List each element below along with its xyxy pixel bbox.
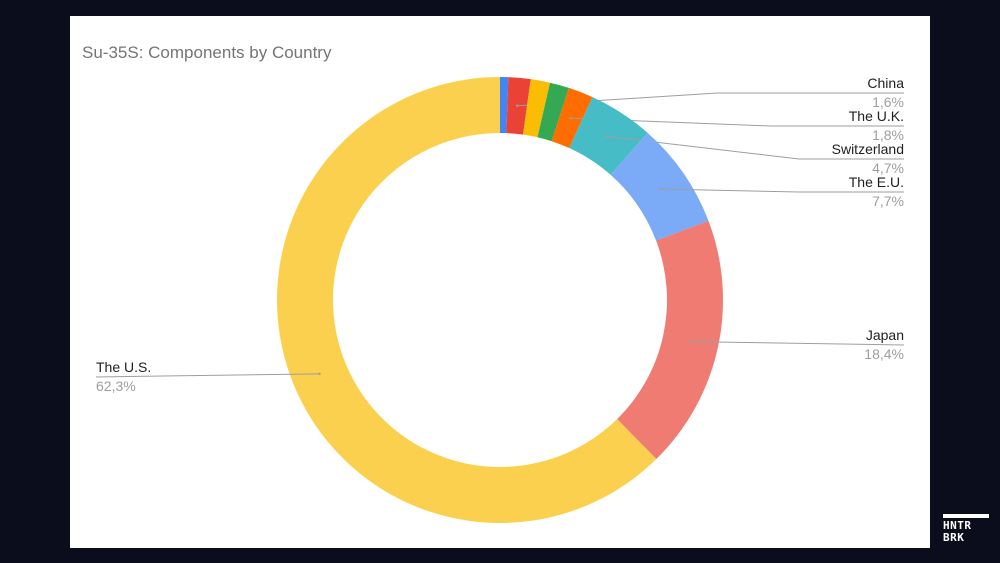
slice-japan [617,220,723,460]
slice-switzerland [569,97,648,175]
slice-unlabeled-2 [523,79,551,138]
brand-logo: HNTR BRK [943,514,989,544]
slice-label: The U.K. [849,108,904,124]
chart-card: Su-35S: Components by Country China 1,6% T… [70,16,930,548]
slice-label: Japan [866,327,904,343]
slice-percent: 62,3% [96,378,136,394]
leader-line [570,117,904,127]
leader-dot [515,104,519,107]
slice-percent: 1,8% [872,127,904,143]
slice-label: The E.U. [849,174,904,190]
leader-line [95,373,320,378]
slice-label: The U.S. [96,359,151,375]
leader-line [660,188,904,193]
logo-text: HNTR BRK [943,519,972,544]
slice-percent: 1,6% [872,94,904,110]
slice-unlabeled-3 [537,82,569,142]
slice-percent: 4,7% [872,160,904,176]
leader-line [606,135,904,160]
slice-the-e-u [610,132,709,241]
leader-dot [318,372,321,376]
chart-title: Su-35S: Components by Country [82,43,332,62]
slice-label: China [867,75,904,91]
leader-dot [569,117,572,120]
slice-percent: 18,4% [864,346,904,362]
leader-line [690,341,905,346]
slice-label: Switzerland [832,141,904,157]
slice-unlabeled-0 [500,77,509,134]
slice-percent: 7,7% [872,193,904,209]
slice-the-u-s [276,77,657,523]
